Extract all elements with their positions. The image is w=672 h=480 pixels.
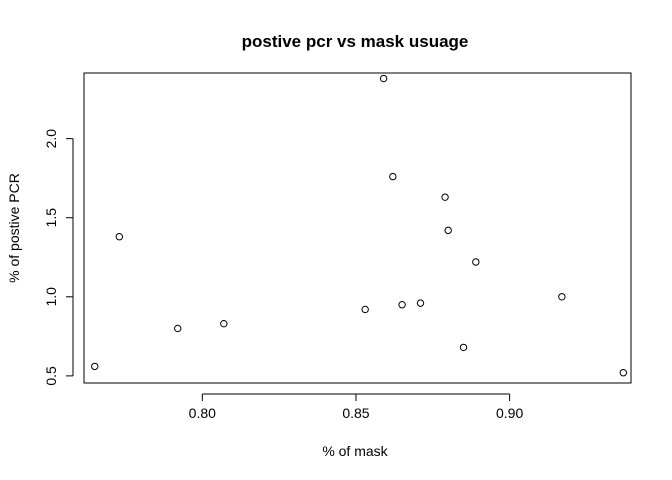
x-tick-label: 0.80 — [189, 405, 216, 421]
y-axis-label: % of postive PCR — [6, 173, 22, 283]
data-point — [416, 299, 425, 307]
data-point — [558, 293, 566, 301]
data-point — [174, 324, 182, 333]
data-point — [441, 193, 449, 201]
data-point — [220, 319, 228, 328]
data-point — [619, 369, 628, 377]
data-point — [379, 74, 388, 83]
data-point — [115, 232, 124, 241]
data-point — [459, 343, 468, 352]
x-axis-label: % of mask — [322, 443, 388, 459]
x-axis: 0.80 0.85 0.90 — [189, 393, 523, 421]
data-point — [389, 172, 397, 181]
data-point — [361, 305, 369, 314]
data-point — [398, 301, 406, 309]
y-tick-label: 0.5 — [43, 366, 59, 386]
y-tick-label: 1.0 — [43, 287, 59, 307]
data-point — [472, 258, 480, 266]
data-point — [444, 226, 452, 235]
y-axis: 0.5 1.0 1.5 2.0 — [43, 129, 74, 386]
chart-title: postive pcr vs mask usuage — [242, 32, 469, 51]
x-tick-label: 0.90 — [496, 405, 523, 421]
data-point — [91, 362, 99, 371]
y-tick-label: 2.0 — [43, 129, 59, 149]
x-tick-label: 0.85 — [342, 405, 369, 421]
plot-frame — [83, 72, 632, 384]
data-points — [91, 74, 628, 377]
y-tick-label: 1.5 — [43, 208, 59, 228]
